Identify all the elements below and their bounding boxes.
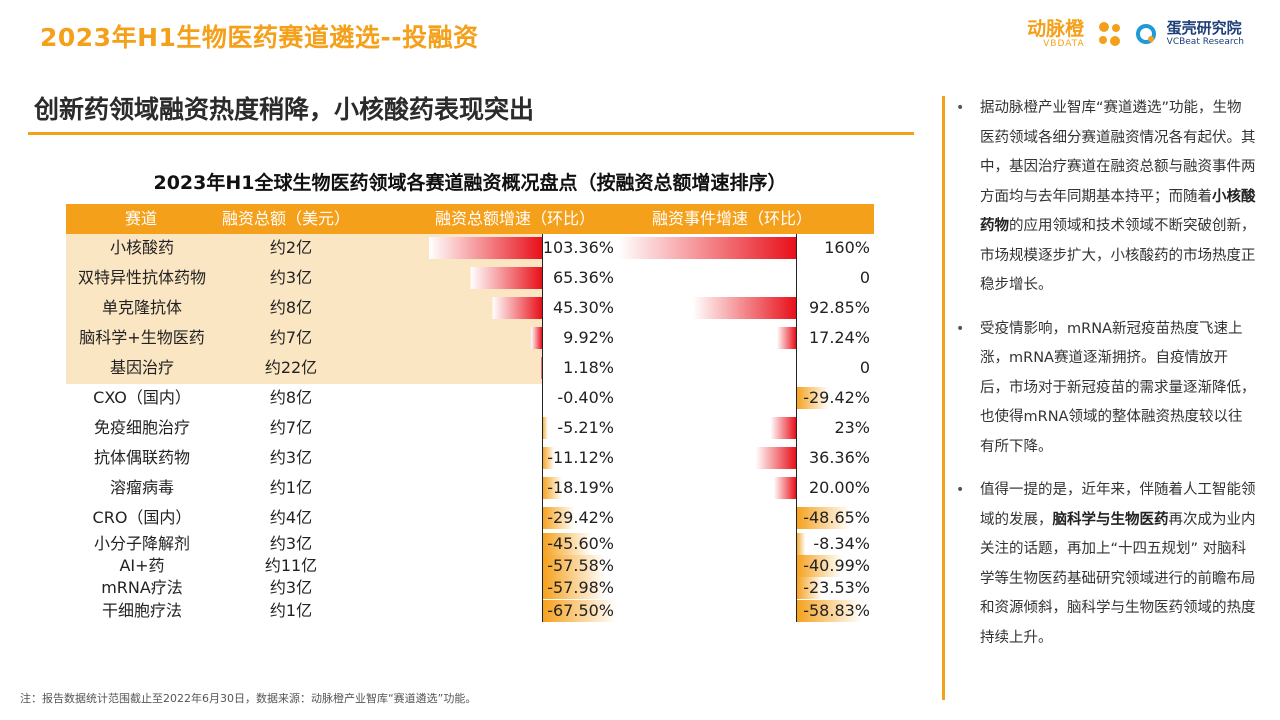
- amount-growth-label: 45.30%: [552, 298, 614, 317]
- track-name: 双特异性抗体药物: [77, 268, 206, 287]
- amount-growth-label: -57.98%: [547, 578, 614, 597]
- column-header-track: 赛道: [124, 209, 157, 228]
- event-growth-label: 36.36%: [808, 448, 870, 467]
- bullet-item: • 受疫情影响，mRNA新冠疫苗热度飞速上涨，mRNA赛道逐渐拥挤。自疫情放开后，…: [956, 315, 1256, 463]
- event-growth-label: 0: [859, 358, 870, 377]
- amount-growth-label: -5.21%: [557, 418, 614, 437]
- section-divider: [28, 132, 914, 135]
- logo-vcbeat-sub: VCBeat Research: [1166, 37, 1244, 47]
- header-title: 2023年H1生物医药赛道遴选--投融资: [40, 23, 479, 52]
- event-growth-label: -58.83%: [803, 601, 870, 620]
- event-growth-label: 160%: [824, 238, 870, 257]
- amount-growth-label: 9.92%: [563, 328, 614, 347]
- event-growth-label: 92.85%: [808, 298, 870, 317]
- column-header-amount: 融资总额（美元）: [221, 209, 350, 228]
- highlight-band: [66, 234, 542, 384]
- financing-amount: 约11亿: [264, 556, 318, 575]
- track-name: 小核酸药: [109, 238, 174, 257]
- table-header: 赛道 融资总额（美元） 融资总额增速（环比） 融资事件增速（环比）: [66, 204, 874, 234]
- amount-growth-label: -11.12%: [547, 448, 614, 467]
- bullet-dot-icon: •: [956, 482, 965, 498]
- bullet-dot-icon: •: [956, 100, 965, 116]
- bullet-text: 据动脉橙产业智库“赛道遴选”功能，生物医药领域各细分赛道融资情况各有起伏。其中，…: [980, 94, 1256, 301]
- vcbeat-egg-icon: [1135, 24, 1156, 44]
- financing-amount: 约8亿: [269, 298, 313, 317]
- logo-vbdata-sub: VBDATA: [1043, 38, 1085, 49]
- event-growth-label: 0: [859, 268, 870, 287]
- event-growth-label: 23%: [834, 418, 870, 437]
- bullet-segment: 的应用领域和技术领域不断突破创新，市场规模逐步扩大，小核酸药的市场热度正稳步增长…: [980, 218, 1256, 293]
- event-growth-label: -40.99%: [803, 556, 870, 575]
- logo-vcbeat-name: 蛋壳研究院: [1166, 19, 1242, 37]
- track-name: mRNA疗法: [101, 578, 183, 597]
- financing-amount: 约7亿: [269, 328, 313, 347]
- event-growth-label: -23.53%: [803, 578, 870, 597]
- track-name: 单克隆抗体: [101, 298, 182, 317]
- bullet-text: 受疫情影响，mRNA新冠疫苗热度飞速上涨，mRNA赛道逐渐拥挤。自疫情放开后，市…: [980, 315, 1256, 463]
- bullet-segment: 再次成为业内关注的话题，再加上“十四五规划” 对脑科学等生物医药基础研究领域进行…: [980, 511, 1256, 646]
- financing-amount: 约3亿: [269, 534, 313, 553]
- event-growth-label: -29.42%: [803, 388, 870, 407]
- bullet-highlight: 脑科学与生物医药: [1052, 511, 1169, 528]
- section-title: 创新药领域融资热度稍降，小核酸药表现突出: [34, 95, 535, 124]
- amount-growth-label: -29.42%: [547, 508, 614, 527]
- amount-growth-label: 1.18%: [563, 358, 614, 377]
- column-header-event-growth: 融资事件增速（环比）: [651, 209, 812, 228]
- financing-amount: 约7亿: [269, 418, 313, 437]
- vbdata-flower-icon: [1098, 22, 1120, 46]
- bullet-highlight: 小核酸药物: [980, 188, 1256, 235]
- column-header-amount-growth: 融资总额增速（环比）: [434, 209, 595, 228]
- track-name: CRO（国内）: [92, 508, 192, 527]
- bullet-item: • 据动脉橙产业智库“赛道遴选”功能，生物医药领域各细分赛道融资情况各有起伏。其中…: [956, 94, 1256, 301]
- bullet-text: 值得一提的是，近年来，伴随着人工智能领域的发展，脑科学与生物医药再次成为业内关注…: [980, 476, 1256, 653]
- bullet-segment: 据动脉橙产业智库“赛道遴选”功能，生物医药领域各细分赛道融资情况各有起伏。其中，…: [980, 100, 1256, 205]
- event-growth-label: -48.65%: [803, 508, 870, 527]
- sidebar-divider: [942, 96, 945, 700]
- track-name: 脑科学+生物医药: [79, 328, 205, 347]
- financing-amount: 约22亿: [264, 358, 318, 377]
- track-name: 抗体偶联药物: [93, 448, 190, 467]
- track-name: 基因治疗: [109, 358, 174, 377]
- amount-growth-label: 103.36%: [542, 238, 614, 257]
- event-growth-axis: [796, 234, 797, 622]
- amount-growth-label: -67.50%: [547, 601, 614, 620]
- bullet-item: • 值得一提的是，近年来，伴随着人工智能领域的发展，脑科学与生物医药再次成为业内关…: [956, 476, 1256, 653]
- amount-growth-label: -0.40%: [557, 388, 614, 407]
- event-growth-bar: [618, 237, 796, 259]
- amount-growth-label: -57.58%: [547, 556, 614, 575]
- logo-vcbeat: 蛋壳研究院 VCBeat Research: [1167, 20, 1244, 48]
- financing-amount: 约3亿: [269, 578, 313, 597]
- chart-title: 2023年H1全球生物医药领域各赛道融资概况盘点（按融资总额增速排序）: [153, 172, 787, 194]
- financing-amount: 约3亿: [269, 268, 313, 287]
- track-name: 干细胞疗法: [101, 601, 182, 620]
- amount-growth-label: 65.36%: [552, 268, 614, 287]
- logo-area: 动脉橙 VBDATA 蛋壳研究院 VCBeat Research: [1027, 16, 1244, 52]
- bullet-segment: 值得一提的是，近年来，伴随着人工智能领域的发展，: [980, 482, 1256, 528]
- track-name: 小分子降解剂: [93, 534, 190, 553]
- financing-amount: 约3亿: [269, 448, 313, 467]
- track-name: AI+药: [119, 556, 165, 575]
- financing-amount: 约4亿: [269, 508, 313, 527]
- financing-amount: 约1亿: [269, 478, 313, 497]
- track-name: 免疫细胞治疗: [93, 418, 190, 437]
- track-name: CXO（国内）: [93, 388, 191, 407]
- event-growth-bar: [692, 297, 796, 319]
- event-growth-label: 17.24%: [808, 328, 870, 347]
- footnote: 注：报告数据统计范围截止至2022年6月30日，数据来源：动脉橙产业智库“赛道遴…: [20, 692, 477, 705]
- financing-amount: 约2亿: [269, 238, 313, 257]
- bullet-list: • 据动脉橙产业智库“赛道遴选”功能，生物医药领域各细分赛道融资情况各有起伏。其中…: [956, 94, 1256, 667]
- event-growth-label: -8.34%: [813, 534, 870, 553]
- amount-growth-label: -45.60%: [547, 534, 614, 553]
- financing-amount: 约8亿: [269, 388, 313, 407]
- event-growth-label: 20.00%: [808, 478, 870, 497]
- amount-growth-label: -18.19%: [547, 478, 614, 497]
- logo-vbdata-name: 动脉橙: [1027, 17, 1085, 40]
- bullet-dot-icon: •: [956, 320, 965, 337]
- bullet-segment: 受疫情影响，mRNA新冠疫苗热度飞速上涨，mRNA赛道逐渐拥挤。自疫情放开后，市…: [980, 320, 1256, 455]
- logo-vbdata: 动脉橙 VBDATA: [1027, 19, 1085, 50]
- amount-growth-axis: [542, 234, 543, 622]
- financing-amount: 约1亿: [269, 601, 313, 620]
- track-name: 溶瘤病毒: [109, 478, 174, 497]
